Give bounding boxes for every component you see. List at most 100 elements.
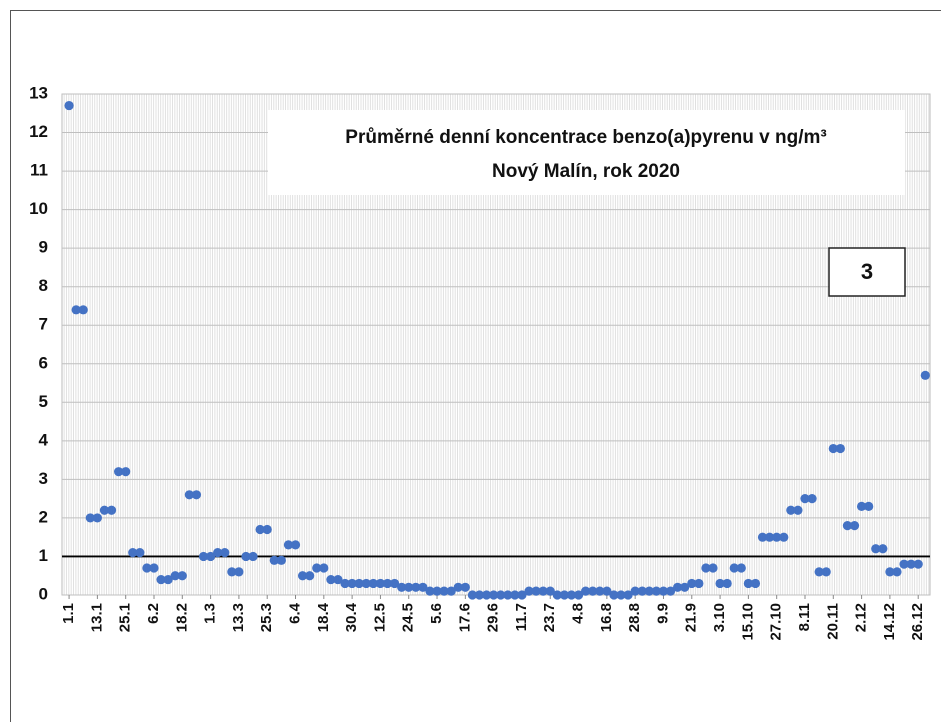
point [722, 578, 732, 589]
x-tick-label: 9.9 [654, 603, 671, 624]
point [411, 582, 421, 592]
point [92, 513, 102, 523]
point [114, 467, 124, 477]
point [128, 548, 138, 558]
point [290, 540, 301, 550]
point [736, 563, 746, 573]
point [389, 578, 400, 589]
point [871, 544, 881, 554]
point [503, 590, 513, 600]
point [708, 563, 718, 573]
point [899, 559, 909, 569]
x-tick-label: 5.6 [428, 603, 445, 624]
point [786, 505, 796, 515]
point [496, 590, 506, 600]
point [828, 443, 838, 454]
point [467, 590, 478, 600]
point [347, 578, 357, 589]
point [524, 586, 534, 596]
y-tick-label: 1 [39, 546, 48, 565]
y-tick-label: 10 [29, 199, 48, 218]
point [658, 586, 669, 596]
point [637, 586, 647, 596]
point [821, 567, 831, 577]
y-tick-label: 11 [30, 161, 48, 180]
point [446, 586, 456, 596]
y-tick-label: 9 [39, 238, 48, 257]
point [170, 571, 180, 581]
point [453, 582, 463, 592]
x-tick-label: 29.6 [485, 603, 502, 632]
x-tick-label: 30.4 [343, 602, 360, 632]
point [694, 578, 704, 589]
point [71, 305, 81, 315]
y-tick-label: 12 [29, 122, 48, 141]
point [177, 571, 187, 581]
point [581, 586, 591, 596]
point [184, 490, 194, 500]
point [255, 524, 265, 535]
x-tick-label: 25.3 [258, 603, 275, 632]
x-tick-label: 6.4 [286, 602, 303, 624]
point [241, 551, 251, 562]
point [616, 590, 626, 600]
x-tick-label: 6.2 [145, 603, 162, 624]
point [106, 505, 117, 515]
point [573, 590, 584, 600]
point [99, 505, 110, 515]
point [630, 586, 640, 596]
point [354, 578, 364, 589]
point [849, 521, 860, 531]
point [439, 586, 449, 596]
y-tick-label: 7 [39, 315, 48, 334]
point [814, 567, 824, 577]
point [149, 563, 159, 573]
x-tick-label: 15.10 [739, 603, 756, 641]
point [142, 563, 152, 573]
point [644, 586, 654, 596]
point [191, 490, 202, 500]
point [807, 494, 817, 504]
x-tick-label: 8.11 [796, 603, 813, 631]
point [198, 551, 209, 562]
point [283, 540, 294, 550]
point [489, 590, 499, 600]
point [248, 551, 258, 562]
point [913, 559, 923, 569]
point [864, 501, 874, 511]
point [743, 578, 753, 589]
point [78, 305, 88, 315]
chart-title: Průměrné denní koncentrace benzo(a)pyren… [345, 127, 826, 148]
point [673, 582, 683, 592]
x-tick-label: 3.10 [711, 603, 728, 632]
point [319, 563, 329, 573]
point [835, 443, 845, 454]
point [368, 578, 378, 589]
point [729, 563, 739, 573]
x-tick-label: 4.8 [570, 603, 587, 624]
y-tick-label: 0 [39, 584, 48, 603]
point [156, 574, 166, 585]
x-tick-label: 28.8 [626, 603, 643, 632]
x-tick-label: 26.12 [909, 603, 926, 641]
point [227, 567, 237, 577]
point [404, 582, 414, 592]
x-tick-label: 13.3 [230, 603, 247, 632]
point [595, 586, 605, 596]
point [842, 521, 853, 531]
point [609, 590, 619, 600]
point [213, 548, 223, 558]
point [361, 578, 371, 589]
point [772, 532, 782, 542]
point [205, 551, 216, 562]
point [623, 590, 633, 600]
point [276, 555, 286, 565]
x-tick-label: 17.6 [456, 603, 473, 632]
x-tick-label: 2.12 [853, 603, 870, 632]
x-tick-label: 1.1 [60, 603, 77, 624]
x-tick-label: 1.3 [202, 603, 219, 624]
point [878, 544, 888, 554]
x-tick-label: 21.9 [683, 603, 700, 632]
